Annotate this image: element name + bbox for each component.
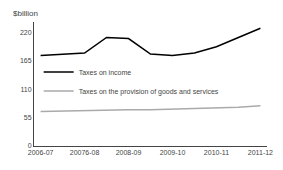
- svg-text:Taxes on the provision of good: Taxes on the provision of goods and serv…: [79, 88, 219, 96]
- svg-text:20076-08: 20076-08: [70, 149, 100, 156]
- svg-text:55: 55: [24, 114, 32, 121]
- svg-text:165: 165: [20, 57, 32, 64]
- svg-text:0: 0: [28, 142, 32, 149]
- svg-text:2009-10: 2009-10: [160, 149, 186, 156]
- svg-text:110: 110: [20, 86, 31, 93]
- svg-text:2008-09: 2008-09: [116, 149, 142, 156]
- svg-text:220: 220: [20, 29, 32, 36]
- svg-text:Taxes on income: Taxes on income: [79, 69, 132, 76]
- svg-text:2010-11: 2010-11: [204, 149, 229, 156]
- svg-text:2011-12: 2011-12: [248, 149, 273, 156]
- svg-text:2006-07: 2006-07: [28, 149, 54, 156]
- svg-text:$billion: $billion: [13, 9, 38, 18]
